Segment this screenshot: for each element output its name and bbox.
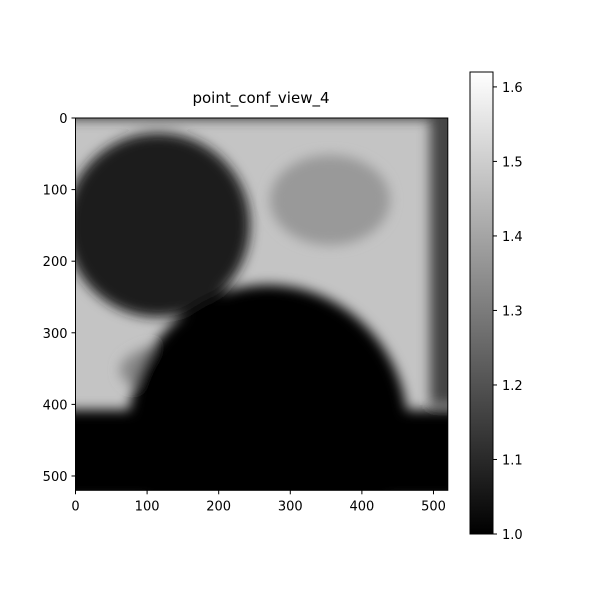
colorbar — [469, 71, 494, 535]
x-tick-label: 100 — [135, 499, 160, 514]
y-tick-label: 500 — [43, 470, 68, 485]
y-tick-label: 0 — [59, 112, 67, 127]
axes-frame — [75, 117, 449, 491]
heatmap-image — [75, 118, 448, 491]
colorbar-tick-label: 1.3 — [502, 304, 523, 319]
colorbar-tick-label: 1.4 — [502, 230, 523, 245]
x-tick-label: 500 — [421, 499, 446, 514]
y-tick-label: 100 — [43, 184, 68, 199]
y-tick-label: 400 — [43, 398, 68, 413]
x-tick-label: 0 — [71, 499, 79, 514]
colorbar-tick-label: 1.1 — [502, 453, 523, 468]
x-tick-label: 400 — [349, 499, 374, 514]
colorbar-tick-label: 1.0 — [502, 528, 523, 543]
y-tick-label: 300 — [43, 327, 68, 342]
colorbar-tick-label: 1.2 — [502, 379, 523, 394]
x-tick-label: 300 — [278, 499, 303, 514]
colorbar-tick-label: 1.5 — [502, 155, 523, 170]
y-tick-label: 200 — [43, 255, 68, 270]
colorbar-tick-label: 1.6 — [502, 81, 523, 96]
chart-title: point_conf_view_4 — [192, 89, 329, 108]
x-tick-label: 200 — [206, 499, 231, 514]
